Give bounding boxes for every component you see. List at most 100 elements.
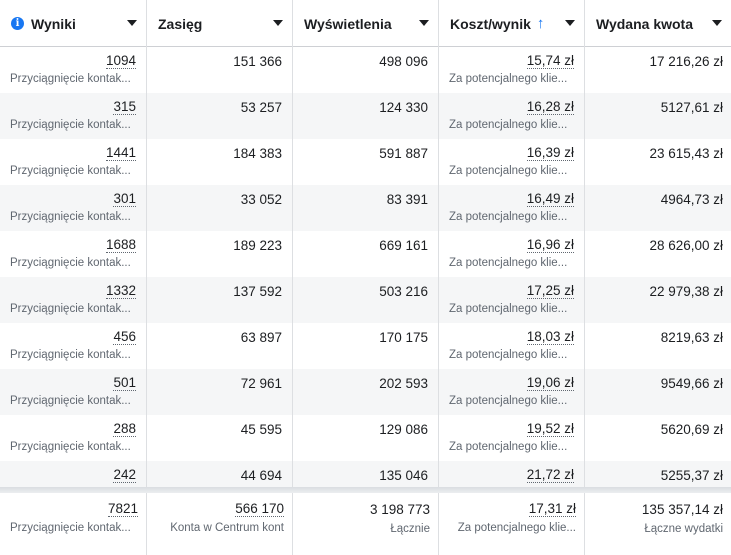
column-header-reach[interactable]: Zasięg (147, 0, 293, 47)
amount-spent-value: 8219,63 zł (660, 330, 723, 345)
chevron-down-icon[interactable] (273, 20, 283, 26)
cost-per-result-value[interactable]: 17,25 zł (526, 283, 574, 299)
total-reach-value[interactable]: 566 170 (235, 501, 284, 517)
results-sublabel: Przyciągnięcie kontak... (10, 395, 131, 407)
impressions-cell: 129 086 (293, 415, 439, 461)
cost-per-result-sublabel: Za potencjalnego klie... (449, 257, 568, 269)
cost-per-result-cell: 19,52 zł Za potencjalnego klie... (439, 415, 585, 461)
cost-per-result-value[interactable]: 16,28 zł (526, 99, 574, 115)
reach-cell: 63 897 (147, 323, 293, 369)
cost-per-result-sublabel: Za potencjalnego klie... (449, 119, 568, 131)
table-row: 1688 Przyciągnięcie kontak... 189 223 669 1… (0, 231, 731, 277)
results-value[interactable]: 315 (113, 99, 136, 115)
chevron-down-icon[interactable] (712, 20, 722, 26)
results-value[interactable]: 288 (113, 421, 136, 437)
cost-per-result-sublabel: Za potencjalnego klie... (449, 303, 568, 315)
table-row: 315 Przyciągnięcie kontak... 53 257 124 330… (0, 93, 731, 139)
amount-spent-cell: 5620,69 zł (585, 415, 731, 461)
column-header-label: Koszt/wynik (450, 15, 531, 32)
impressions-value: 202 593 (379, 376, 428, 391)
column-header-label: Wyświetlenia (304, 15, 392, 32)
total-spent-cell: 135 357,14 zł Łączne wydatki (585, 493, 731, 555)
amount-spent-value: 5620,69 zł (660, 422, 723, 437)
reach-value: 45 595 (240, 422, 282, 437)
results-cell: 315 Przyciągnięcie kontak... (0, 93, 147, 139)
column-header-cost-per-result[interactable]: Koszt/wynik ↑ (439, 0, 585, 47)
table-row: 288 Przyciągnięcie kontak... 45 595 129 086… (0, 415, 731, 461)
amount-spent-value: 22 979,38 zł (649, 284, 723, 299)
chevron-down-icon[interactable] (419, 20, 429, 26)
total-impressions-cell: 3 198 773 Łącznie (293, 493, 439, 555)
table-row: 456 Przyciągnięcie kontak... 63 897 170 175… (0, 323, 731, 369)
cost-per-result-cell: 16,96 zł Za potencjalnego klie... (439, 231, 585, 277)
total-cost-value[interactable]: 17,31 zł (528, 501, 576, 517)
amount-spent-value: 5127,61 zł (660, 100, 723, 115)
info-icon[interactable]: i (11, 17, 24, 30)
results-value[interactable]: 1688 (105, 237, 136, 253)
cost-per-result-value[interactable]: 15,74 zł (526, 53, 574, 69)
results-value[interactable]: 301 (113, 191, 136, 207)
cost-per-result-value[interactable]: 19,52 zł (526, 421, 574, 437)
reach-cell: 72 961 (147, 369, 293, 415)
cost-per-result-value[interactable]: 18,03 zł (526, 329, 574, 345)
results-cell: 1332 Przyciągnięcie kontak... (0, 277, 147, 323)
amount-spent-value: 17 216,26 zł (649, 54, 723, 69)
cost-per-result-sublabel: Za potencjalnego klie... (449, 165, 568, 177)
table-header: i Wyniki Zasięg Wyświetlenia Koszt/wynik… (0, 0, 731, 47)
total-cost-cell: 17,31 zł Za potencjalnego klie... (439, 493, 585, 555)
results-sublabel: Przyciągnięcie kontak... (10, 73, 131, 85)
amount-spent-cell: 4964,73 zł (585, 185, 731, 231)
table-row: 1332 Przyciągnięcie kontak... 137 592 503 2… (0, 277, 731, 323)
results-sublabel: Przyciągnięcie kontak... (10, 165, 131, 177)
chevron-down-icon[interactable] (127, 20, 137, 26)
reach-value: 72 961 (240, 376, 282, 391)
reach-value: 184 383 (233, 146, 282, 161)
reach-value: 151 366 (233, 54, 282, 69)
cost-per-result-value[interactable]: 16,39 zł (526, 145, 574, 161)
cost-per-result-sublabel: Za potencjalnego klie... (449, 349, 568, 361)
results-value[interactable]: 1332 (105, 283, 136, 299)
cost-per-result-cell: 15,74 zł Za potencjalnego klie... (439, 47, 585, 93)
results-value[interactable]: 501 (113, 375, 136, 391)
total-reach-cell: 566 170 Konta w Centrum kont (147, 493, 293, 555)
column-header-results[interactable]: i Wyniki (0, 0, 147, 47)
results-sublabel: Przyciągnięcie kontak... (10, 349, 131, 361)
results-cell: 1094 Przyciągnięcie kontak... (0, 47, 147, 93)
reach-cell: 44 694 (147, 461, 293, 487)
results-value[interactable]: 242 (113, 467, 136, 483)
amount-spent-value: 4964,73 zł (660, 192, 723, 207)
cost-per-result-value[interactable]: 16,96 zł (526, 237, 574, 253)
reach-value: 44 694 (240, 468, 282, 483)
cost-per-result-sublabel: Za potencjalnego klie... (449, 73, 568, 85)
impressions-value: 503 216 (379, 284, 428, 299)
total-spent-value: 135 357,14 zł (641, 502, 723, 517)
column-header-impressions[interactable]: Wyświetlenia (293, 0, 439, 47)
results-sublabel: Przyciągnięcie kontak... (10, 441, 131, 453)
results-sublabel: Przyciągnięcie kontak... (10, 211, 131, 223)
amount-spent-value: 5255,37 zł (660, 468, 723, 483)
results-cell: 301 Przyciągnięcie kontak... (0, 185, 147, 231)
reach-cell: 137 592 (147, 277, 293, 323)
cost-per-result-value[interactable]: 21,72 zł (526, 467, 574, 483)
chevron-down-icon[interactable] (565, 20, 575, 26)
column-header-label: Wyniki (31, 15, 76, 32)
impressions-cell: 83 391 (293, 185, 439, 231)
cost-per-result-cell: 16,49 zł Za potencjalnego klie... (439, 185, 585, 231)
impressions-value: 129 086 (379, 422, 428, 437)
results-value[interactable]: 1441 (105, 145, 136, 161)
cost-per-result-value[interactable]: 16,49 zł (526, 191, 574, 207)
results-value[interactable]: 1094 (105, 53, 136, 69)
results-value[interactable]: 456 (113, 329, 136, 345)
column-header-amount-spent[interactable]: Wydana kwota (585, 0, 731, 47)
impressions-cell: 503 216 (293, 277, 439, 323)
impressions-value: 170 175 (379, 330, 428, 345)
total-results-value[interactable]: 7821 (107, 501, 138, 517)
cost-per-result-value[interactable]: 19,06 zł (526, 375, 574, 391)
total-spent-label: Łączne wydatki (644, 523, 723, 535)
column-header-label: Wydana kwota (596, 15, 693, 32)
amount-spent-cell: 17 216,26 zł (585, 47, 731, 93)
total-impressions-label: Łącznie (390, 523, 430, 535)
impressions-cell: 135 046 (293, 461, 439, 487)
cost-per-result-cell: 16,39 zł Za potencjalnego klie... (439, 139, 585, 185)
sort-ascending-icon[interactable]: ↑ (536, 15, 545, 32)
